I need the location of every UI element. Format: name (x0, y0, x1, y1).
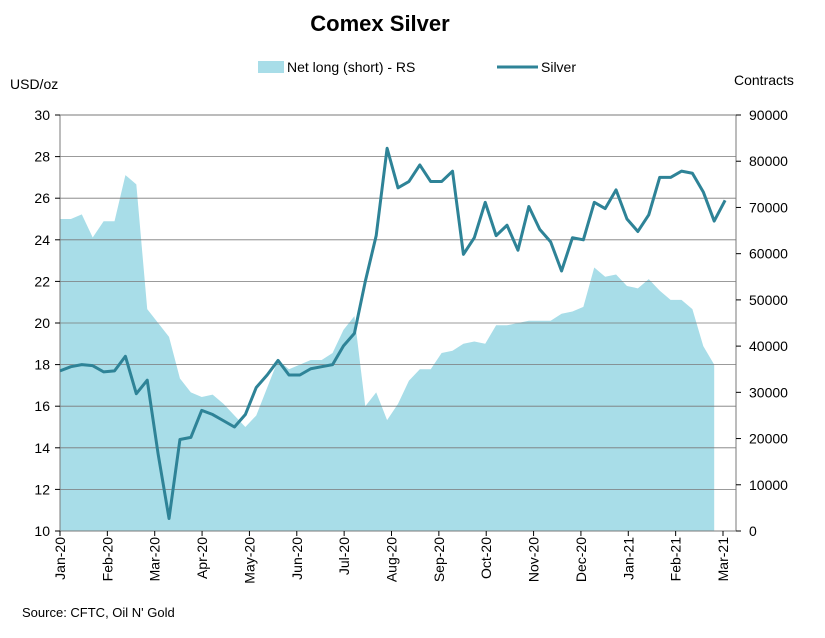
y-right-axis-label: Contracts (734, 72, 794, 88)
left-tick-label: 10 (34, 523, 50, 539)
x-tick-label: Nov-20 (526, 537, 542, 582)
right-tick-label: 80000 (749, 153, 788, 169)
right-tick-label: 70000 (749, 199, 788, 215)
x-tick-label: Feb-20 (99, 537, 115, 582)
x-tick-label: Jan-20 (52, 537, 68, 580)
left-tick-label: 30 (34, 107, 50, 123)
source-note: Source: CFTC, Oil N' Gold (22, 605, 175, 620)
right-tick-label: 30000 (749, 384, 788, 400)
left-tick-label: 24 (34, 232, 50, 248)
left-tick-label: 18 (34, 357, 50, 373)
right-tick-label: 20000 (749, 431, 788, 447)
plot-area: 10 12 14 16 18 20 22 24 26 28 30 0 10000 20000 30000 40… (34, 107, 788, 584)
left-tick-label: 12 (34, 481, 50, 497)
right-tick-label: 40000 (749, 338, 788, 354)
right-tick-label: 50000 (749, 292, 788, 308)
legend-label-line: Silver (541, 59, 576, 75)
x-tick-label: Apr-20 (194, 537, 210, 579)
x-tick-label: Feb-21 (668, 537, 684, 582)
right-tick-label: 0 (749, 523, 757, 539)
x-tick-label: Oct-20 (478, 537, 494, 579)
x-tick-label: Mar-21 (715, 537, 731, 582)
series-area-net-long (60, 175, 715, 531)
legend-label-area: Net long (short) - RS (287, 59, 415, 75)
x-tick-label: Jul-20 (336, 537, 352, 575)
x-tick-label: Jun-20 (289, 537, 305, 580)
series-line-silver (59, 146, 727, 521)
x-tick-label: Aug-20 (384, 537, 400, 582)
chart-title: Comex Silver (310, 11, 450, 36)
x-tick-label: Mar-20 (147, 537, 163, 582)
x-tick-label: Dec-20 (573, 537, 589, 582)
right-tick-label: 10000 (749, 477, 788, 493)
left-tick-label: 16 (34, 398, 50, 414)
left-tick-label: 20 (34, 315, 50, 331)
x-tick-label: May-20 (241, 537, 257, 584)
legend: Net long (short) - RS Silver (258, 59, 576, 75)
x-tick-label: Jan-21 (620, 537, 636, 580)
left-tick-label: 22 (34, 273, 50, 289)
legend-swatch-area (258, 61, 284, 73)
x-tick-label: Sep-20 (431, 537, 447, 582)
left-tick-label: 14 (34, 440, 50, 456)
right-tick-label: 60000 (749, 246, 788, 262)
left-tick-label: 26 (34, 190, 50, 206)
left-tick-label: 28 (34, 149, 50, 165)
y-left-axis-label: USD/oz (10, 76, 58, 92)
right-tick-label: 90000 (749, 107, 788, 123)
